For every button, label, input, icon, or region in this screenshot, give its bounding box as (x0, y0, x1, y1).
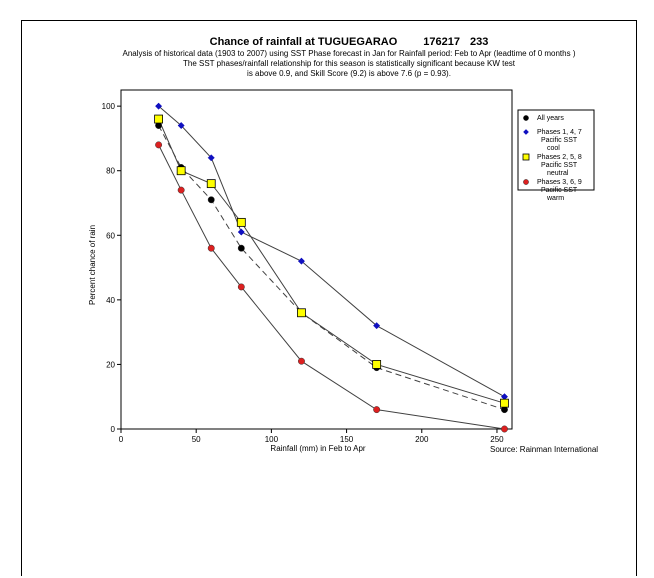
phases-warm-point (177, 186, 185, 194)
phases-neutral-point (500, 398, 509, 408)
x-tick-label: 100 (265, 435, 279, 444)
phases-neutral-point (372, 360, 382, 369)
phases-neutral-point (297, 308, 306, 318)
y-tick-label: 80 (106, 167, 115, 176)
phases-neutral-point (206, 179, 216, 189)
subtitle-line-1: Analysis of historical data (1903 to 200… (122, 49, 576, 58)
phases-cool-point (297, 257, 306, 265)
legend-label-phases-neutral: neutral (547, 170, 569, 177)
y-tick-label: 40 (106, 296, 115, 305)
phases-warm-point (298, 357, 305, 365)
phases-cool-point (207, 154, 215, 162)
legend-label-phases-cool: cool (547, 145, 560, 152)
x-tick-label: 0 (119, 435, 124, 444)
all-years-line (158, 125, 505, 411)
phases-neutral-point (154, 114, 163, 124)
all-years-point (207, 196, 215, 204)
legend-marker-phases-warm (523, 179, 529, 185)
legend-label-phases-warm: Phases 3, 6, 9 (537, 179, 582, 186)
legend-marker-phases-neutral (522, 153, 530, 161)
y-tick-label: 100 (102, 102, 116, 111)
legend-label-all-years: All years (537, 115, 564, 122)
x-axis-label: Rainfall (mm) in Feb to Apr (270, 444, 365, 453)
chart-title-row: Chance of rainfall at TUGUEGARAO 176217 23… (22, 36, 654, 49)
x-tick-label: 250 (490, 435, 504, 444)
x-tick-label: 150 (340, 435, 354, 444)
legend-label-phases-cool: Pacific SST (541, 137, 578, 144)
phases-warm-point (155, 141, 163, 149)
phases-neutral-point (176, 166, 186, 176)
phases-neutral-point (236, 217, 246, 227)
axes: 0 50 100 150 200 250 0 20 40 60 80 100 (102, 102, 505, 444)
subtitle-line-3: is above 0.9, and Skill Score (9.2) is a… (247, 69, 451, 78)
phases-warm-point (501, 425, 508, 433)
y-axis-label: Percent chance of rain (88, 225, 97, 305)
all-years-point (237, 244, 245, 252)
x-tick-label: 50 (192, 435, 201, 444)
station-id: 176217 (423, 36, 460, 48)
series-group (154, 102, 509, 433)
phases-warm-point (237, 283, 245, 291)
phases-warm-point (373, 406, 381, 414)
plot-area (120, 89, 513, 430)
phases-cool-point (177, 121, 185, 130)
phases-cool-point (237, 228, 245, 236)
x-tick-label: 200 (415, 435, 429, 444)
legend-box (517, 109, 595, 191)
subtitle-line-2: The SST phases/rainfall relationship for… (182, 59, 515, 68)
legend-marker-phases-cool (523, 129, 529, 135)
station-number: 233 (470, 36, 489, 48)
legend-label-phases-cool: Phases 1, 4, 7 (537, 129, 582, 136)
y-tick-label: 60 (106, 231, 115, 240)
legend-label-phases-warm: Pacific SST (541, 187, 578, 194)
source-label: Source: Rainman International (490, 445, 598, 454)
phases-cool-point (155, 102, 163, 110)
chart-frame (21, 20, 637, 576)
title-block: Chance of rainfall at TUGUEGARAO 176217 23… (0, 36, 654, 79)
phases-warm-point (207, 244, 215, 252)
phases-cool-point (373, 322, 381, 330)
legend-marker-all-years (523, 115, 529, 121)
phases-neutral-line (158, 118, 505, 404)
legend-label-phases-neutral: Phases 2, 5, 8 (537, 154, 582, 161)
y-tick-label: 0 (111, 425, 116, 434)
chart-title: Chance of rainfall at TUGUEGARAO (209, 36, 398, 48)
y-tick-label: 20 (106, 360, 115, 369)
legend-label-phases-neutral: Pacific SST (541, 162, 578, 169)
legend-label-phases-warm: warm (546, 195, 564, 202)
